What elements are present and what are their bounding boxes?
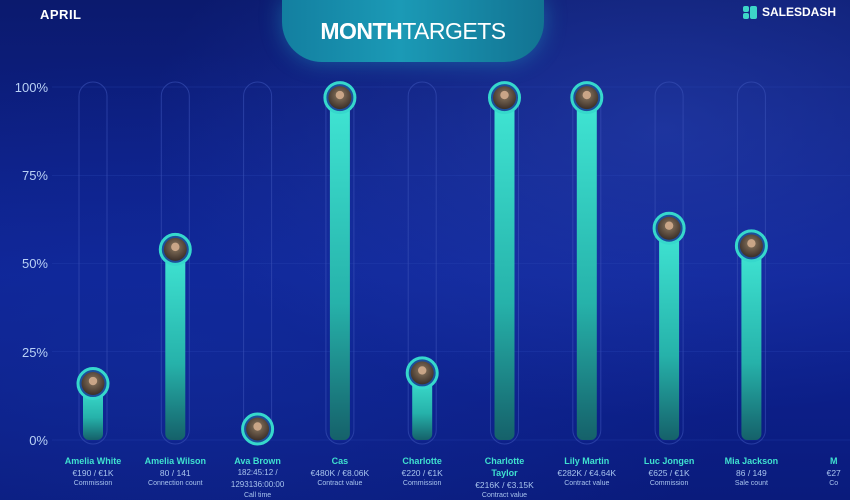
category-label: Mia Jackson 86 / 149 Sale count — [710, 455, 792, 488]
title-banner: MONTHTARGETS — [282, 0, 544, 62]
y-tick-label: 0% — [29, 433, 48, 448]
title-bold: MONTH — [320, 17, 403, 44]
metric-label: Contract value — [564, 480, 610, 487]
category-label: Charlotte €220 / €1K Commission — [381, 455, 463, 488]
page-title: MONTHTARGETS — [320, 17, 506, 45]
category-label: Lily Martin €282K / €4.64K Contract value — [546, 455, 628, 488]
category-label: Charlotte Taylor €216K / €3.15K Contract v… — [464, 455, 546, 500]
month-label: APRIL — [40, 7, 82, 22]
bar — [659, 228, 680, 440]
tick-label: Ava Brown — [234, 456, 281, 466]
bar — [741, 245, 762, 440]
data-label: 86 / 149 — [736, 468, 767, 478]
data-label: €27 — [826, 468, 841, 478]
data-label: €216K / €3.15K — [475, 480, 534, 490]
bar-track — [243, 81, 273, 445]
bar-track — [736, 81, 766, 445]
metric-label: Commission — [649, 480, 689, 487]
y-tick-label: 50% — [21, 256, 48, 271]
metric-label: Contract value — [317, 480, 363, 487]
title-light: TARGETS — [402, 17, 506, 44]
metric-label: Commission — [73, 480, 113, 487]
bar — [165, 249, 186, 440]
metric-label: Contract value — [481, 492, 528, 499]
avatar-face — [335, 90, 345, 100]
avatar-face — [88, 376, 98, 386]
y-tick-label: 75% — [21, 168, 48, 183]
avatar-face — [253, 422, 262, 431]
category-label: Ava Brown 182:45:12 / 1293136:00:00 Call t… — [217, 455, 299, 500]
tick-label: Amelia White — [64, 456, 122, 466]
category-label: Amelia Wilson 80 / 141 Connection count — [134, 455, 216, 488]
avatar-face — [664, 221, 674, 230]
avatar-face — [500, 90, 509, 100]
avatar-face — [747, 239, 756, 248]
category-label: Cas €480K / €8.06K Contract value — [299, 455, 381, 488]
tick-label: Cas — [331, 456, 349, 466]
data-label: €220 / €1K — [401, 468, 443, 478]
y-tick-label: 25% — [21, 345, 48, 360]
bar — [412, 372, 433, 440]
category-label: Luc Jongen €625 / €1K Commission — [628, 455, 710, 488]
metric-label: Sale count — [734, 480, 768, 487]
avatar-face — [418, 366, 427, 375]
tick-label: Charlotte — [402, 456, 442, 466]
metric-label: Co — [829, 480, 839, 487]
data-label: €625 / €1K — [648, 468, 690, 478]
tick-label: Mia Jackson — [724, 456, 779, 466]
brand-name: SALESDASH — [761, 5, 836, 19]
salesdash-logo-icon — [742, 5, 757, 19]
data-label: 80 / 141 — [159, 468, 191, 478]
avatar-face — [582, 90, 591, 100]
category-label-partial: M €27 Co — [793, 455, 850, 488]
bar — [494, 97, 515, 440]
data-label: €190 / €1K — [72, 468, 114, 478]
y-tick-label: 100% — [14, 80, 48, 95]
metric-label: Commission — [402, 480, 442, 487]
bar-track — [160, 81, 190, 445]
tick-label: Charlotte Taylor — [484, 456, 525, 478]
bar — [576, 97, 597, 440]
metric-label: Call time — [243, 492, 272, 499]
data-label: €282K / €4.64K — [557, 468, 617, 478]
tick-label: M — [829, 456, 838, 466]
tick-label: Amelia Wilson — [144, 456, 207, 466]
category-label: Amelia White €190 / €1K Commission — [52, 455, 134, 488]
brand: SALESDASH — [742, 5, 836, 19]
bar-track — [78, 81, 108, 445]
bar-track — [654, 81, 684, 445]
data-label: 182:45:12 / 1293136:00:00 — [230, 468, 285, 489]
bar — [329, 97, 350, 440]
bar-track — [407, 81, 437, 445]
avatar-face — [171, 242, 180, 252]
metric-label: Connection count — [148, 480, 203, 487]
data-label: €480K / €8.06K — [310, 468, 370, 478]
tick-label: Luc Jongen — [643, 456, 695, 466]
tick-label: Lily Martin — [564, 456, 610, 466]
bars — [76, 81, 768, 446]
